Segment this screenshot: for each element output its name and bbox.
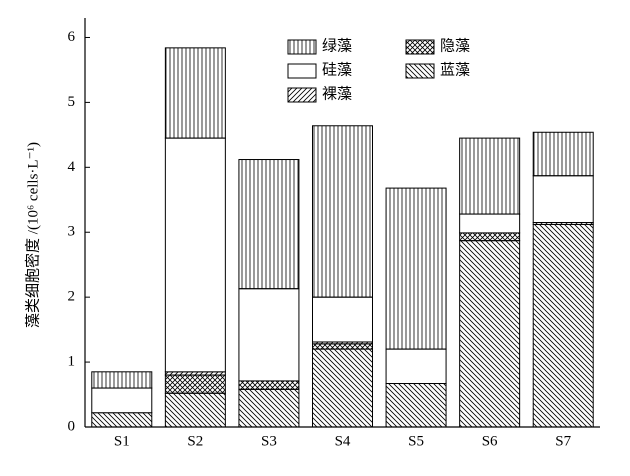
x-tick-label: S1 <box>114 433 130 449</box>
bar-segment <box>459 213 521 234</box>
x-tick-label: S5 <box>408 433 424 449</box>
bar-segment <box>385 187 447 350</box>
legend-swatch <box>287 87 317 103</box>
bar-segment <box>459 232 521 242</box>
y-tick-label: 0 <box>68 418 76 434</box>
x-tick-label: S4 <box>335 433 351 449</box>
bar-segment <box>164 392 226 428</box>
y-tick-label: 5 <box>68 94 76 110</box>
bar-segment <box>385 383 447 428</box>
legend-swatch <box>405 63 435 79</box>
y-tick-label: 6 <box>68 29 76 45</box>
bar-segment <box>238 388 300 428</box>
bar-segment <box>164 47 226 139</box>
bar-segment <box>385 348 447 385</box>
x-tick-label: S3 <box>261 433 277 449</box>
y-tick-label: 4 <box>68 159 76 175</box>
legend-swatch <box>405 39 435 55</box>
x-tick-label: S7 <box>555 433 571 449</box>
x-tick-label: S2 <box>187 433 203 449</box>
bar-segment <box>459 240 521 428</box>
bar-segment <box>532 175 594 223</box>
legend-swatch <box>287 39 317 55</box>
bar-segment <box>238 288 300 382</box>
bar-segment <box>532 131 594 177</box>
bar-segment <box>91 412 153 428</box>
bar-segment <box>312 348 373 428</box>
y-tick-label: 3 <box>68 224 76 240</box>
legend-label: 硅藻 <box>322 61 352 78</box>
legend-label: 裸藻 <box>322 85 352 102</box>
bar-segment <box>164 137 226 373</box>
x-tick-label: S6 <box>482 433 498 449</box>
bar-segment <box>312 343 373 350</box>
legend-label: 隐藻 <box>440 37 470 54</box>
y-tick-label: 1 <box>68 354 76 370</box>
bar-segment <box>459 137 521 215</box>
bar-segment <box>312 125 373 298</box>
bar-segment <box>91 371 153 389</box>
bar-segment <box>532 223 594 428</box>
bar-segment <box>312 296 373 343</box>
legend-label: 绿藻 <box>322 37 352 54</box>
y-axis-label: 藻类细胞密度 /(10⁶ cells·L⁻¹) <box>24 142 41 328</box>
legend-label: 蓝藻 <box>440 61 470 78</box>
y-tick-label: 2 <box>68 289 76 305</box>
bar-segment <box>164 374 226 394</box>
bar-segment <box>91 387 153 414</box>
legend-swatch <box>287 63 317 79</box>
bar-segment <box>238 159 300 290</box>
bar-segment <box>238 380 300 390</box>
